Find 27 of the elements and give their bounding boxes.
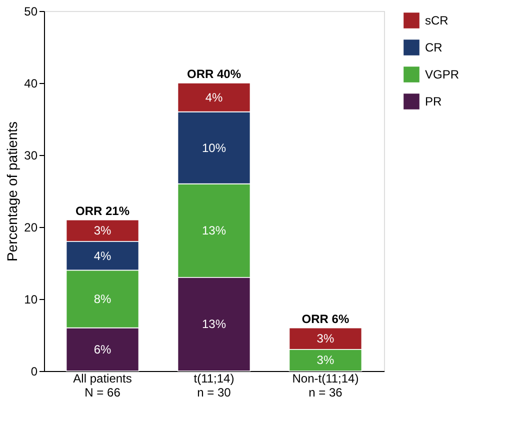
legend-label: PR (425, 94, 442, 108)
y-axis-title: Percentage of patients (4, 121, 20, 262)
legend-label: CR (425, 40, 443, 54)
x-tick-label: t(11;14) n = 30 (194, 372, 234, 400)
data-label: 3% (316, 332, 334, 346)
y-tick-label: 0 (30, 364, 38, 378)
data-label: 13% (202, 317, 226, 332)
x-tick-label: Non-t(11;14) n = 36 (292, 372, 359, 400)
data-label: 13% (202, 224, 226, 238)
data-label: 8% (94, 292, 112, 306)
y-tick-label: 20 (24, 220, 38, 234)
data-label: 6% (94, 342, 112, 356)
legend-label: sCR (425, 14, 449, 28)
data-label: 10% (202, 140, 226, 155)
data-label: 3% (94, 224, 112, 238)
y-tick-label: 50 (24, 4, 38, 18)
y-tick-label: 10 (24, 292, 38, 306)
data-label: 4% (205, 90, 223, 104)
legend-label: VGPR (425, 68, 460, 82)
total-label: ORR 40% (186, 67, 242, 81)
data-label: 4% (94, 248, 112, 263)
total-label: ORR 6% (302, 312, 350, 326)
total-label: ORR 21% (76, 204, 130, 218)
data-label: 3% (316, 353, 334, 368)
x-tick-label: All patients N = 66 (73, 372, 132, 400)
y-tick-label: 30 (24, 148, 38, 162)
y-tick-label: 40 (24, 76, 38, 90)
